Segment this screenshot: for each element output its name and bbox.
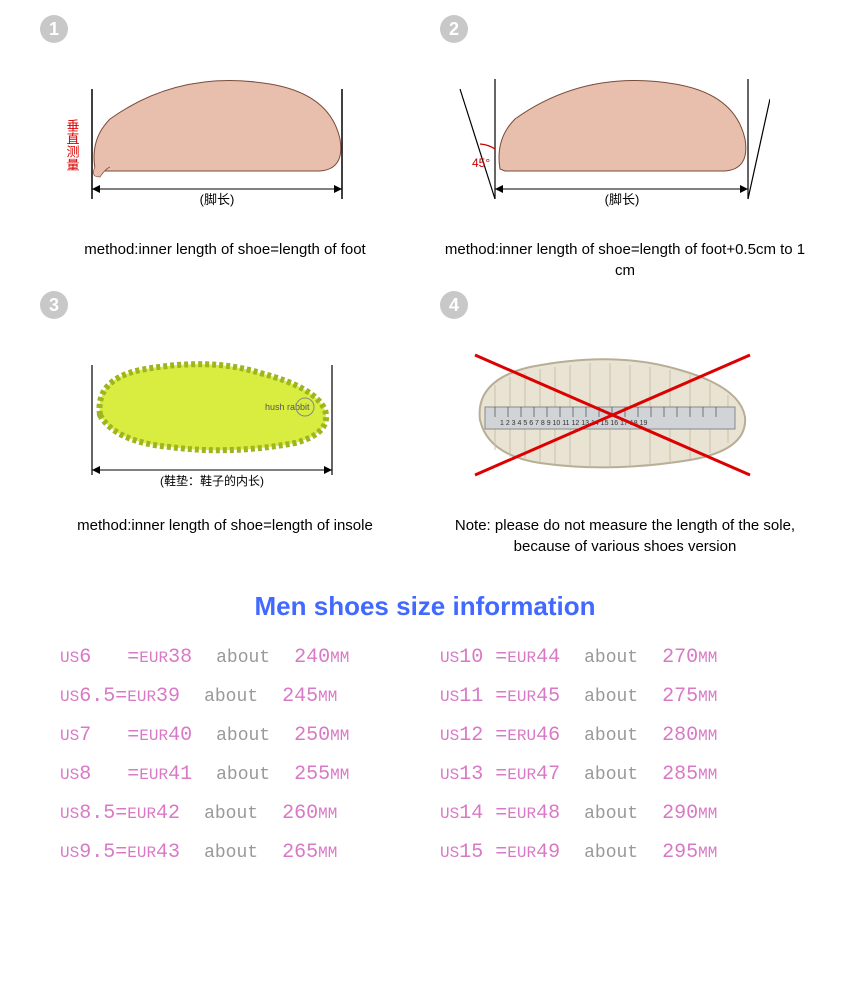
- sole-wrong-diagram: 1 2 3 4 5 6 7 8 9 10 11 12 13 14 15 16 1…: [440, 325, 770, 505]
- size-row: US9.5=EUR43 about 265MM: [60, 841, 410, 864]
- method-3: 3 hush rabbit (鞋垫：鞋子的内长) method:inner le…: [40, 291, 410, 557]
- method-2: 2 45° (脚长) method:inner length of shoe=l…: [440, 15, 810, 281]
- angle-label: 45°: [472, 156, 490, 170]
- size-table: US6 =EUR38 about 240MM US10 =EUR44 about…: [0, 636, 850, 899]
- vertical-measure-label: 垂直测量: [65, 119, 80, 171]
- insole-brand-label: hush rabbit: [265, 402, 310, 412]
- foot-diagram-2: 45° (脚长): [440, 49, 770, 229]
- method-4: 4: [440, 291, 810, 557]
- size-row: US11 =EUR45 about 275MM: [440, 685, 790, 708]
- method-badge-2: 2: [440, 15, 468, 43]
- svg-text:(脚长): (脚长): [605, 192, 640, 207]
- method-caption-1: method:inner length of shoe=length of fo…: [40, 239, 410, 260]
- foot-len-label: (脚长): [200, 192, 235, 207]
- method-badge-3: 3: [40, 291, 68, 319]
- method-caption-2: method:inner length of shoe=length of fo…: [440, 239, 810, 281]
- size-row: US6.5=EUR39 about 245MM: [60, 685, 410, 708]
- insole-diagram: hush rabbit (鞋垫：鞋子的内长): [40, 325, 370, 505]
- size-row: US8.5=EUR42 about 260MM: [60, 802, 410, 825]
- size-row: US6 =EUR38 about 240MM: [60, 646, 410, 669]
- size-row: US8 =EUR41 about 255MM: [60, 763, 410, 786]
- insole-len-label: (鞋垫：鞋子的内长): [160, 473, 264, 488]
- size-row: US15 =EUR49 about 295MM: [440, 841, 790, 864]
- method-badge-1: 1: [40, 15, 68, 43]
- method-1: 1 (脚长) 垂直测量 method:inner length of shoe=…: [40, 15, 410, 281]
- method-caption-4: Note: please do not measure the length o…: [440, 515, 810, 557]
- size-row: US7 =EUR40 about 250MM: [60, 724, 410, 747]
- method-badge-4: 4: [440, 291, 468, 319]
- size-row: US12 =ERU46 about 280MM: [440, 724, 790, 747]
- method-grid: 1 (脚长) 垂直测量 method:inner length of shoe=…: [0, 0, 850, 577]
- size-row: US10 =EUR44 about 270MM: [440, 646, 790, 669]
- foot-diagram-1: (脚长) 垂直测量: [40, 49, 370, 229]
- method-caption-3: method:inner length of shoe=length of in…: [40, 515, 410, 536]
- size-row: US14 =EUR48 about 290MM: [440, 802, 790, 825]
- size-info-title: Men shoes size information: [0, 577, 850, 636]
- size-row: US13 =EUR47 about 285MM: [440, 763, 790, 786]
